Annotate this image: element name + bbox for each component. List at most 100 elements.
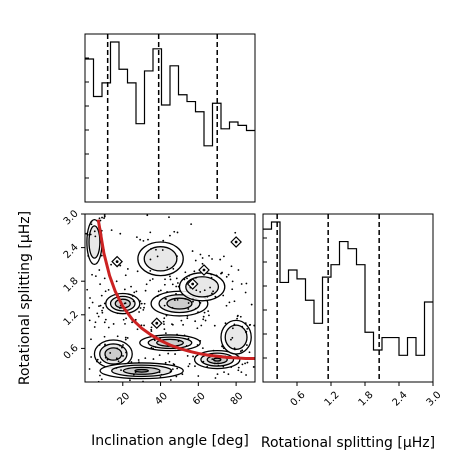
sample-point	[245, 282, 248, 285]
sample-point	[172, 363, 175, 365]
sample-point	[186, 317, 189, 320]
sample-point	[135, 290, 138, 293]
sample-point	[171, 283, 174, 286]
sample-point	[88, 319, 91, 322]
sample-point	[180, 319, 183, 322]
sample-point	[99, 304, 102, 307]
sample-point	[171, 323, 174, 326]
sample-point	[87, 255, 90, 257]
sample-point	[233, 323, 236, 326]
sample-point	[100, 294, 103, 297]
sample-point	[231, 288, 234, 291]
sample-point	[86, 233, 89, 236]
sample-point	[144, 289, 147, 292]
sample-point	[149, 231, 152, 234]
sample-point	[201, 347, 204, 350]
sample-point	[219, 258, 222, 261]
sample-point	[248, 351, 251, 354]
splitting-hist-x-tick-label: 1.2	[323, 390, 342, 409]
sample-point	[217, 362, 219, 365]
joint-x-axis-label: Inclination angle [deg]	[91, 433, 249, 449]
isolated-contour-center	[234, 240, 238, 244]
sample-point	[231, 280, 234, 283]
splitting-hist-x-tick-label: 1.8	[357, 390, 376, 409]
sample-point	[169, 370, 172, 373]
sample-point	[132, 373, 135, 376]
sample-point	[228, 301, 231, 304]
sample-point	[139, 238, 142, 241]
sample-point	[197, 375, 200, 377]
sample-point	[90, 223, 93, 226]
sample-point	[177, 285, 180, 288]
sample-point	[172, 267, 175, 270]
sample-point	[124, 322, 126, 325]
sample-point	[225, 304, 228, 307]
sample-point	[176, 231, 179, 234]
sample-point	[197, 311, 199, 314]
sample-point	[184, 271, 187, 274]
sample-point	[116, 312, 119, 315]
sample-point	[169, 379, 172, 381]
joint-x-tick-label: 60	[191, 391, 208, 408]
sample-point	[150, 247, 152, 250]
sample-point	[194, 365, 196, 368]
sample-point	[171, 306, 174, 309]
sample-point	[221, 271, 223, 274]
sample-point	[186, 355, 189, 357]
sample-point	[193, 270, 196, 273]
sample-point	[234, 231, 237, 234]
sample-point	[199, 302, 202, 304]
joint-x-tick-label: 20	[115, 391, 132, 408]
sample-point	[234, 348, 236, 351]
sample-point	[202, 360, 205, 363]
sample-point	[150, 346, 153, 349]
inclination-histogram-frame	[84, 33, 256, 203]
sample-point	[156, 255, 159, 258]
sample-point	[103, 321, 106, 324]
sample-point	[168, 216, 170, 219]
sample-point	[100, 254, 103, 257]
splitting-histogram-step-line	[263, 221, 433, 356]
sample-point	[119, 344, 121, 347]
sample-point	[185, 344, 188, 347]
joint-y-tick-label: 3.0	[62, 208, 81, 227]
sample-point	[136, 328, 139, 331]
joint-y-axis-label: Rotational splitting [μHz]	[17, 211, 33, 385]
sample-point	[149, 258, 152, 261]
sample-point	[103, 217, 105, 220]
sample-point	[96, 312, 99, 315]
sample-point	[152, 358, 155, 360]
sample-point	[103, 335, 106, 338]
sample-point	[149, 279, 151, 282]
splitting-histogram-frame	[262, 213, 434, 383]
sample-point	[96, 358, 99, 361]
sample-point	[192, 300, 194, 303]
sample-point	[164, 361, 167, 364]
sample-point	[89, 233, 92, 236]
sample-point	[134, 371, 137, 374]
inclination-histogram-panel	[84, 33, 256, 203]
sample-point	[175, 375, 178, 378]
sample-point	[239, 350, 242, 353]
sample-point	[132, 300, 135, 303]
sample-point	[126, 268, 129, 270]
sample-point	[146, 214, 149, 217]
sample-point	[88, 368, 91, 370]
sample-point	[187, 308, 190, 310]
sample-point	[240, 283, 243, 285]
sample-point	[176, 255, 178, 258]
sample-point	[222, 365, 225, 368]
sample-point	[168, 360, 171, 363]
sample-point	[133, 291, 136, 294]
sample-point	[202, 315, 205, 318]
sample-point	[241, 325, 244, 328]
sample-point	[246, 327, 249, 330]
splitting-hist-x-tick-label: 0.6	[289, 390, 308, 409]
sample-point	[115, 357, 118, 360]
sample-point	[163, 317, 166, 320]
sample-point	[163, 328, 166, 331]
sample-point	[195, 276, 197, 279]
sample-point	[194, 320, 197, 323]
sample-point	[196, 344, 199, 346]
sample-point	[99, 283, 102, 286]
